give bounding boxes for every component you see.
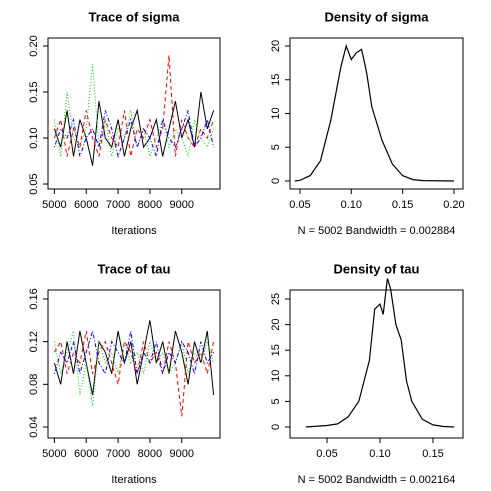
y-tick-label: 0.08 — [28, 374, 40, 395]
y-tick-label: 0 — [270, 424, 282, 430]
x-tick-label: 0.05 — [316, 448, 337, 460]
x-tick-label: 9000 — [170, 199, 194, 211]
y-tick-label: 15 — [270, 74, 282, 86]
y-tick-label: 20 — [270, 318, 282, 330]
x-tick-label: 6000 — [74, 448, 98, 460]
data-line — [305, 278, 455, 428]
y-tick-label: 0.12 — [28, 331, 40, 352]
y-tick-label: 0.20 — [28, 35, 40, 56]
x-tick-label: 5000 — [42, 448, 66, 460]
x-tick-label: 8000 — [138, 448, 162, 460]
x-tick-label: 0.05 — [289, 199, 310, 211]
x-tick-label: 8000 — [138, 199, 162, 211]
y-tick-label: 5 — [270, 144, 282, 150]
data-line — [53, 91, 215, 166]
plot-box — [47, 289, 221, 439]
x-tick-label: 5000 — [42, 199, 66, 211]
y-tick-label: 25 — [270, 293, 282, 305]
data-line — [53, 64, 215, 159]
data-line — [294, 44, 455, 182]
y-tick-label: 10 — [270, 370, 282, 382]
x-tick-label: 0.15 — [422, 448, 443, 460]
x-tick-label: 0.15 — [392, 199, 413, 211]
y-tick-label: 15 — [270, 344, 282, 356]
x-axis-label: N = 5002 Bandwidth = 0.002164 — [298, 474, 456, 486]
y-tick-label: 0 — [270, 178, 282, 184]
plot-box — [47, 37, 221, 190]
x-tick-label: 9000 — [170, 448, 194, 460]
y-tick-label: 0.04 — [28, 416, 40, 437]
x-axis-label: Iterations — [111, 225, 157, 237]
data-line — [53, 330, 215, 417]
y-tick-label: 0.15 — [28, 81, 40, 102]
x-tick-label: 7000 — [106, 199, 130, 211]
y-tick-label: 20 — [270, 40, 282, 52]
x-tick-label: 0.10 — [369, 448, 390, 460]
x-tick-label: 7000 — [106, 448, 130, 460]
y-tick-label: 5 — [270, 398, 282, 404]
y-tick-label: 0.10 — [28, 127, 40, 148]
data-line — [53, 55, 215, 157]
chart-title: Density of tau — [334, 261, 420, 276]
data-line — [53, 330, 215, 406]
x-tick-label: 0.10 — [341, 199, 362, 211]
data-line — [53, 330, 215, 376]
plot-box — [289, 289, 464, 439]
y-tick-label: 0.16 — [28, 288, 40, 309]
data-line — [53, 110, 215, 159]
x-tick-label: 0.20 — [443, 199, 464, 211]
chart-title: Density of sigma — [324, 9, 429, 24]
chart-title: Trace of tau — [98, 261, 171, 276]
chart-title: Trace of sigma — [88, 9, 180, 24]
x-axis-label: N = 5002 Bandwidth = 0.002884 — [298, 225, 456, 237]
y-tick-label: 0.05 — [28, 173, 40, 194]
x-tick-label: 6000 — [74, 199, 98, 211]
y-tick-label: 10 — [270, 107, 282, 119]
x-axis-label: Iterations — [111, 474, 157, 486]
